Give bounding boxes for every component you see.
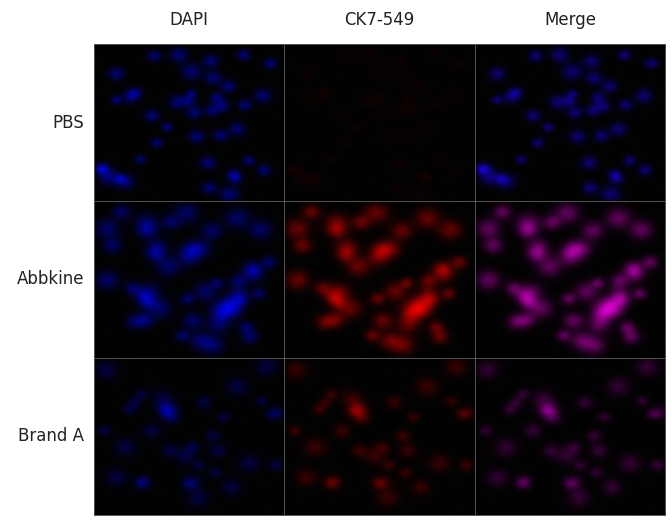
Text: Brand A: Brand A — [18, 427, 84, 445]
Text: PBS: PBS — [52, 114, 84, 132]
Text: Merge: Merge — [544, 11, 596, 29]
Text: DAPI: DAPI — [170, 11, 209, 29]
Text: Abbkine: Abbkine — [17, 270, 84, 289]
Text: CK7-549: CK7-549 — [345, 11, 415, 29]
